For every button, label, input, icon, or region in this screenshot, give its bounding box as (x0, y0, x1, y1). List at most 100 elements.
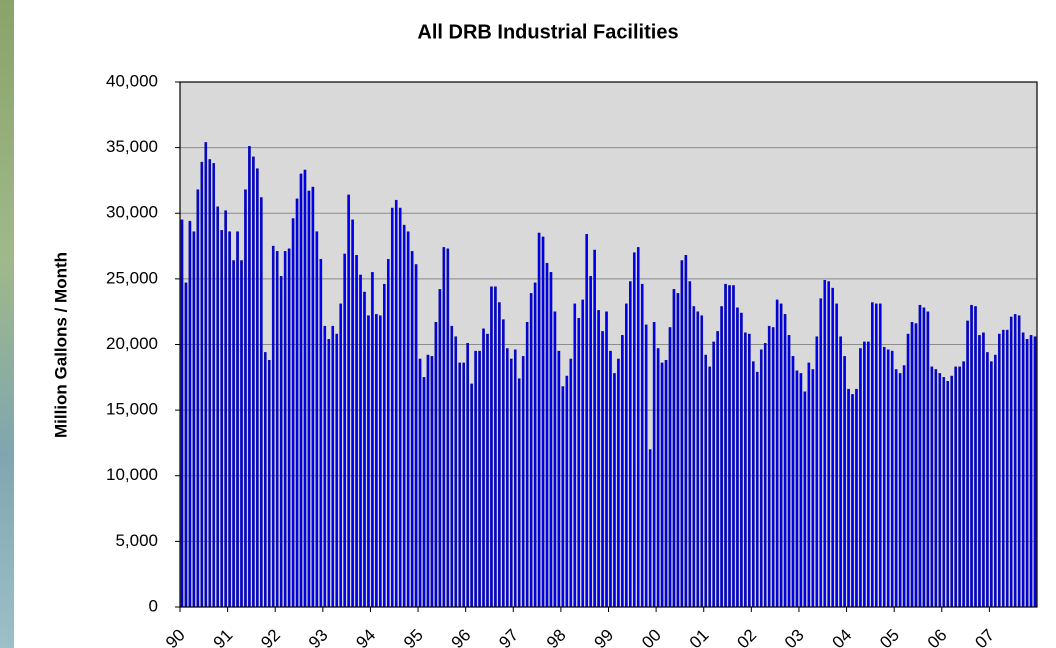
bar (688, 281, 692, 608)
y-tick-label: 5,000 (115, 531, 158, 550)
bar (581, 299, 585, 608)
y-tick-label: 30,000 (106, 203, 158, 222)
bar (978, 335, 981, 608)
bar (422, 377, 426, 608)
bar (577, 318, 581, 608)
bar (934, 369, 938, 608)
bar (966, 320, 969, 608)
bar (767, 325, 771, 608)
y-tick-label: 10,000 (106, 465, 158, 484)
x-tick-label: 06 (924, 625, 951, 648)
bar (283, 251, 287, 608)
bar (632, 252, 636, 608)
bar (331, 325, 335, 608)
bar (347, 194, 350, 608)
bar (712, 341, 715, 608)
bar (466, 342, 469, 608)
bar (906, 333, 910, 608)
bar (771, 327, 775, 608)
bar (474, 350, 477, 608)
bar (450, 325, 454, 608)
bar (319, 258, 323, 608)
bar (279, 276, 283, 608)
chart-title: All DRB Industrial Facilities (417, 21, 678, 43)
bar (478, 350, 481, 608)
bar (323, 325, 327, 608)
bar (843, 356, 846, 608)
bar (886, 349, 890, 608)
bar (787, 335, 791, 608)
bar (605, 311, 608, 608)
bar (795, 370, 799, 608)
bar (704, 354, 708, 608)
bar (260, 197, 263, 608)
bar (363, 291, 366, 608)
bar (819, 298, 823, 608)
bar (918, 304, 922, 608)
bar (867, 341, 870, 608)
bar (264, 352, 267, 608)
bar (533, 282, 537, 608)
bar (180, 219, 184, 608)
bar (307, 190, 311, 608)
bar (835, 303, 838, 608)
bar (613, 373, 616, 608)
x-tick-label: 03 (781, 625, 808, 648)
bar (970, 304, 973, 608)
bar (1013, 314, 1017, 608)
bar (549, 272, 553, 608)
bar (557, 350, 561, 608)
bar (343, 253, 346, 608)
bar (855, 388, 858, 608)
bar (335, 333, 339, 608)
bar (724, 283, 727, 608)
bar (926, 311, 930, 608)
bar (664, 360, 668, 608)
bar (1033, 336, 1037, 608)
bar (878, 303, 882, 608)
bar (811, 369, 815, 608)
bar (644, 324, 648, 608)
x-tick-label: 05 (876, 625, 903, 648)
bar (256, 168, 259, 608)
bar (716, 331, 719, 608)
bar (672, 289, 676, 608)
bar (601, 331, 604, 608)
bar (720, 306, 723, 608)
bar (236, 231, 239, 608)
bar (240, 260, 243, 608)
y-tick-label: 40,000 (106, 71, 158, 90)
bar (696, 311, 700, 608)
bar (692, 306, 696, 608)
bar (656, 348, 660, 608)
bar (625, 303, 628, 608)
bar (375, 314, 378, 608)
y-tick-label: 15,000 (106, 400, 158, 419)
bar (573, 303, 577, 608)
x-tick-label: 92 (257, 625, 284, 648)
bar (537, 232, 541, 608)
bar (196, 189, 200, 608)
bar (204, 142, 208, 608)
bar (271, 245, 275, 608)
bar (446, 248, 450, 608)
x-tick-label: 97 (495, 625, 522, 648)
bar (216, 206, 219, 608)
bar (367, 315, 370, 608)
bar (863, 341, 866, 608)
bar (962, 361, 965, 608)
bar (938, 373, 942, 608)
x-tick-label: 95 (400, 625, 427, 648)
bar (569, 358, 573, 608)
y-tick-label: 35,000 (106, 137, 158, 156)
x-tick-label: 91 (210, 625, 237, 648)
bar (383, 283, 386, 608)
bar (371, 272, 374, 608)
bar (291, 218, 295, 608)
x-tick-label: 94 (352, 625, 379, 648)
bar (680, 260, 684, 608)
bar (775, 299, 779, 608)
bar (799, 373, 803, 608)
